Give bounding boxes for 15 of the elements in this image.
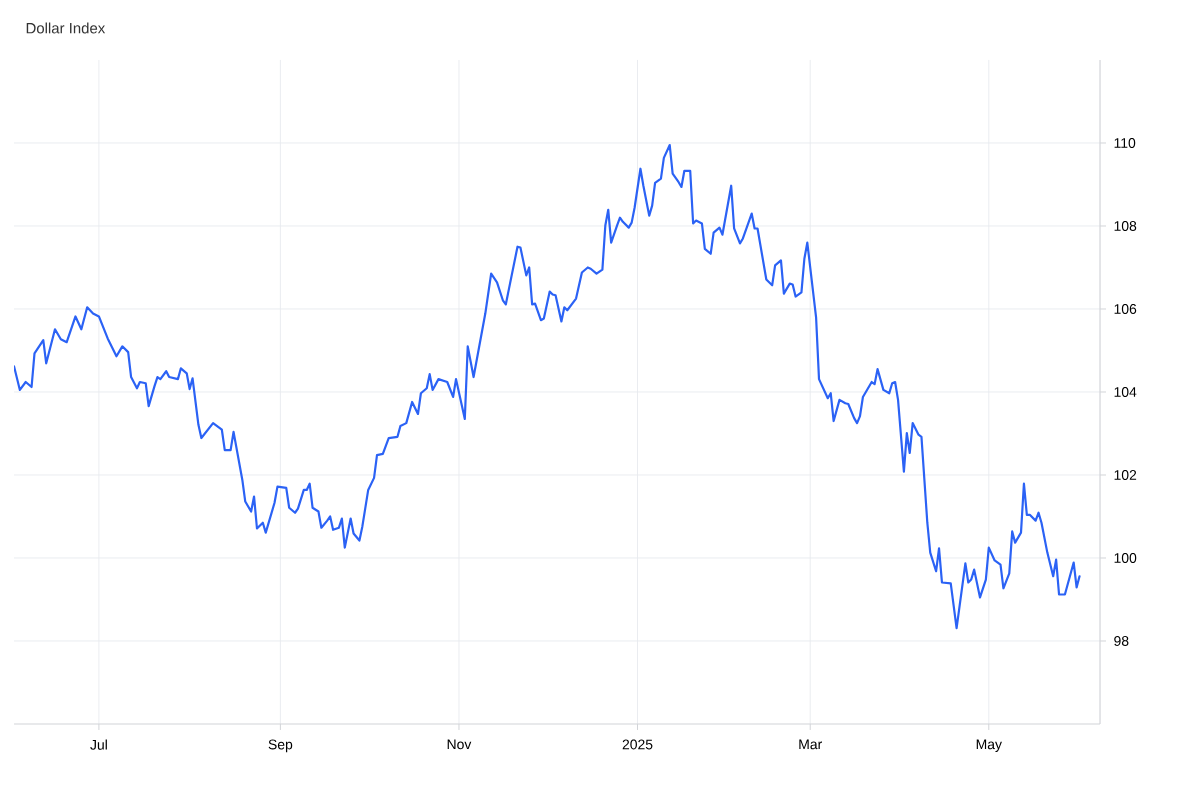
- y-tick-label: 98: [1114, 636, 1129, 646]
- y-tick-label: 102: [1114, 470, 1137, 480]
- y-tick-label: 100: [1114, 553, 1137, 563]
- x-tick-label: 2025: [622, 739, 653, 750]
- chart-title: Dollar Index: [26, 22, 106, 34]
- y-tick-label: 104: [1114, 387, 1137, 397]
- x-tick-label: Sep: [268, 739, 293, 753]
- y-tick-label: 110: [1114, 138, 1136, 148]
- x-tick-label: Mar: [799, 739, 823, 750]
- line-series: [14, 143, 1081, 630]
- x-tick-label: Jul: [90, 739, 107, 750]
- x-tick-label: May: [976, 739, 1002, 752]
- x-tick-label: Nov: [447, 739, 472, 750]
- y-tick-label: 106: [1114, 304, 1137, 314]
- y-tick-label: 108: [1114, 221, 1137, 231]
